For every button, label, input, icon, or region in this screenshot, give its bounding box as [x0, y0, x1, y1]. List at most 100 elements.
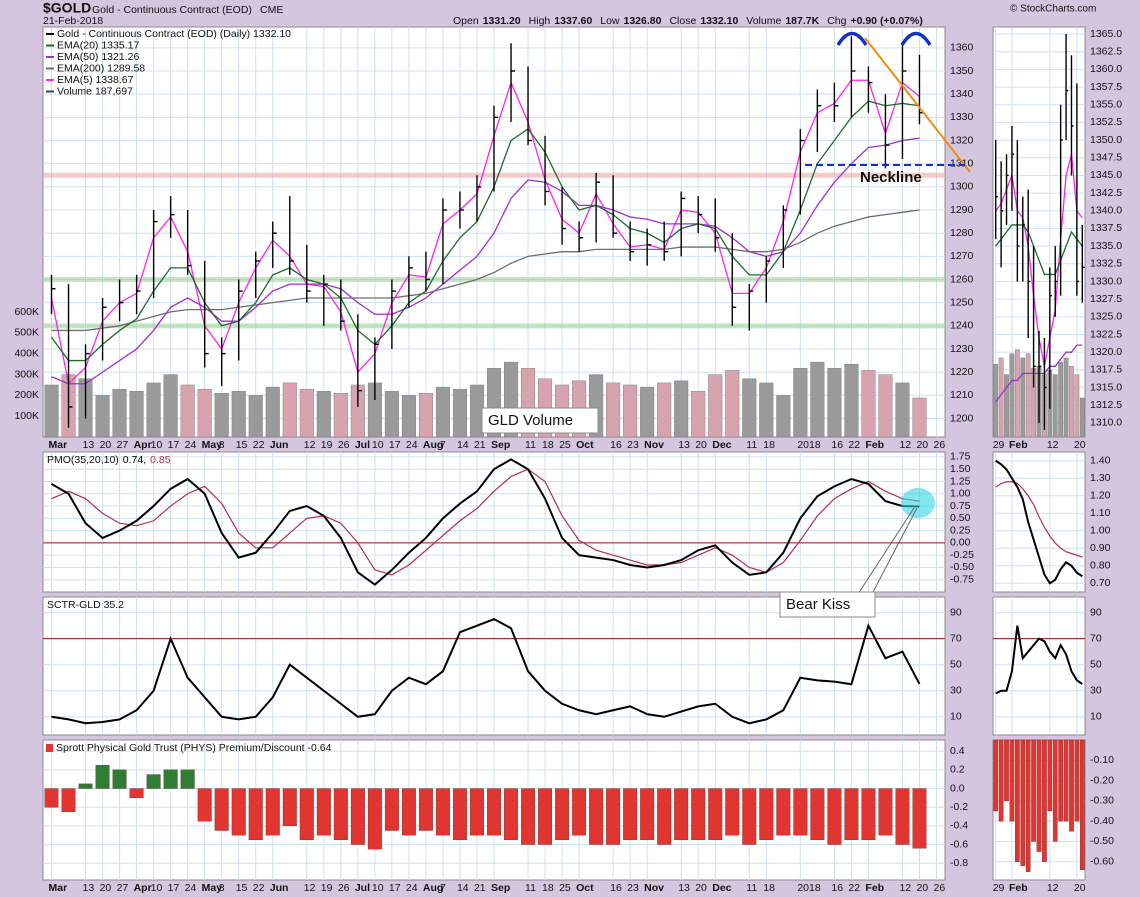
quote-value: 1331.20	[483, 15, 521, 27]
bar	[299, 788, 314, 841]
y-tick-label: 1322.5	[1090, 328, 1122, 340]
x-tick-label: Jun	[270, 439, 289, 451]
panel-title-text: PMO(35,20,10)	[47, 454, 119, 466]
y-tick-label: 1.00	[950, 488, 971, 500]
header: $GOLD Gold - Continuous Contract (EOD) C…	[43, 0, 1096, 27]
bar	[282, 788, 297, 827]
x-tick-label: 13	[83, 439, 95, 451]
x-tick-label: May	[202, 439, 223, 451]
x-tick-label: 20	[1074, 439, 1086, 451]
volume-bar	[248, 395, 263, 438]
y-tick-label: 1317.5	[1090, 364, 1122, 376]
volume-bar	[316, 391, 331, 438]
volume-bar	[384, 391, 399, 438]
bar	[333, 788, 348, 841]
y-tick-label: 1.25	[950, 475, 971, 487]
bar	[878, 788, 893, 836]
x-tick-label: 22	[253, 439, 265, 451]
bar	[61, 788, 76, 813]
x-tick-label: 12	[1047, 882, 1059, 894]
bar	[1047, 739, 1053, 812]
quote-label: Open	[453, 15, 479, 27]
y-tick-label: 30	[1090, 685, 1102, 697]
bar	[725, 788, 740, 836]
series-line	[995, 625, 1083, 695]
bar	[589, 788, 604, 845]
bar	[674, 788, 689, 841]
y-tick-label: -0.30	[1090, 795, 1114, 807]
bar	[197, 788, 212, 822]
volume-bar	[657, 382, 672, 438]
x-tick-label: Feb	[865, 439, 884, 451]
x-tick-label: 15	[236, 439, 248, 451]
x-tick-label: 13	[678, 439, 690, 451]
bar	[1063, 739, 1069, 822]
x-tick-label: 12	[899, 439, 911, 451]
volume-bar	[1079, 397, 1085, 438]
series-line	[995, 459, 1083, 585]
series-line	[50, 79, 920, 386]
y-tick-label: 1270	[950, 250, 974, 262]
quote-value: 1337.60	[554, 15, 592, 27]
y-tick-label: 0.00	[950, 537, 971, 549]
bar	[640, 788, 655, 841]
bar	[1042, 739, 1047, 862]
x-tick-label: 26	[338, 439, 350, 451]
instrument-name: Gold - Continuous Contract (EOD)	[92, 4, 252, 16]
y-tick-label: 10	[950, 711, 962, 723]
x-tick-label: 12	[1047, 439, 1059, 451]
quote: Open 1331.20 High 1337.60 Low 1326.80 Close 133…	[453, 15, 923, 27]
y-tick-label: 1.00	[1090, 525, 1111, 537]
y-tick-label: 1250	[950, 296, 974, 308]
x-tick-label: 8	[219, 882, 225, 894]
y-tick-label: 1290	[950, 204, 974, 216]
x-tick-label: 13	[678, 882, 690, 894]
panels: 1200121012201230124012501260127012801290…	[14, 26, 1122, 894]
y-tick-label: 1.75	[950, 451, 971, 463]
x-tick-label: 18	[542, 439, 554, 451]
bar	[912, 788, 927, 849]
x-tick-label: 10	[372, 882, 384, 894]
bar	[1015, 739, 1020, 862]
bar	[1009, 739, 1015, 822]
x-tick-label: 18	[763, 439, 775, 451]
series-line	[995, 481, 1083, 558]
x-tick-label: Mar	[49, 439, 68, 451]
y-tick-label: 1320	[950, 134, 974, 146]
bar	[504, 788, 518, 841]
x-tick-label: 10	[151, 439, 163, 451]
y-tick-label: 10	[1090, 711, 1102, 723]
bar	[112, 769, 127, 789]
series-line	[51, 209, 920, 332]
x-tick-label: 25	[559, 882, 571, 894]
bar	[606, 788, 621, 845]
volume-bar	[674, 380, 689, 438]
x-tick-label: 11	[746, 882, 757, 894]
volume-bar	[146, 382, 161, 438]
y-tick-label: -0.2	[950, 801, 968, 813]
x-tick-label: 22	[253, 882, 265, 894]
bar	[214, 788, 229, 831]
y-tick-label: -0.50	[1090, 835, 1114, 847]
x-tick-label: 23	[627, 439, 639, 451]
x-tick-label: 20	[695, 882, 707, 894]
bar	[776, 788, 791, 836]
legend-label: EMA(5) 1338.67	[57, 74, 134, 86]
y-tick-label: 0.75	[950, 500, 971, 512]
annotations: Neckline GLD Volume Bear Kiss PMO(35,20,…	[46, 31, 971, 754]
series-line	[51, 137, 920, 385]
x-tick-label: 2018	[797, 882, 821, 894]
x-tick-label: Nov	[644, 439, 664, 451]
volume-tick-label: 600K	[14, 306, 39, 318]
bar	[1031, 739, 1036, 842]
bar	[1004, 739, 1009, 802]
bar	[993, 739, 999, 812]
y-tick-label: 50	[1090, 658, 1102, 670]
x-tick-label: Oct	[576, 882, 594, 894]
volume-bar	[878, 374, 893, 438]
x-tick-label: 21	[474, 882, 486, 894]
volume-bar	[231, 391, 246, 438]
series-line	[51, 458, 920, 586]
x-tick-label: 17	[389, 882, 401, 894]
bar	[1052, 739, 1058, 842]
